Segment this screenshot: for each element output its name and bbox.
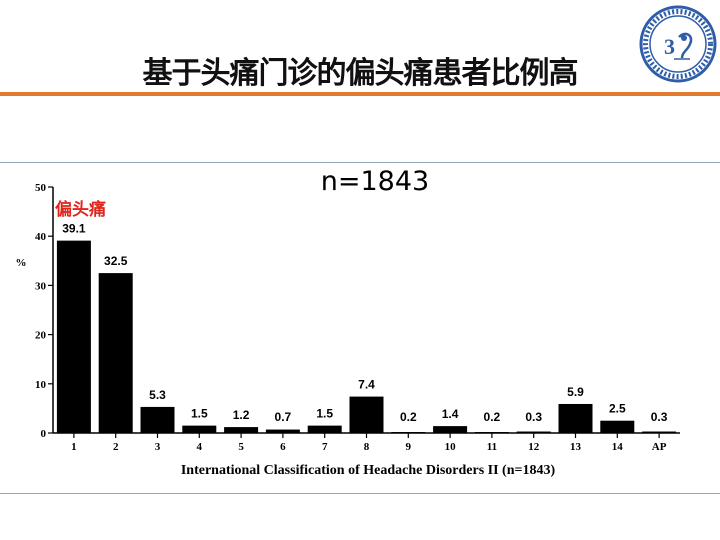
y-tick-label: 10 (35, 379, 47, 391)
data-label: 1.5 (316, 407, 333, 421)
bar (182, 425, 217, 433)
y-tick-label: 50 (35, 182, 47, 194)
data-label: 5.3 (149, 388, 166, 402)
bar (98, 273, 133, 433)
data-label: 0.3 (525, 410, 542, 424)
data-label: 39.1 (62, 222, 86, 236)
bar (265, 429, 300, 433)
bar (642, 431, 677, 433)
bar (558, 403, 593, 433)
data-label: 5.9 (567, 385, 584, 399)
y-tick-label: 0 (41, 428, 47, 440)
chart-title: n=1843 (320, 166, 430, 197)
bar (474, 432, 509, 433)
x-axis-title: International Classification of Headache… (181, 463, 556, 478)
society-seal-icon: 3 (639, 5, 717, 83)
x-tick-label: 10 (445, 441, 457, 453)
x-tick-label: 3 (155, 441, 161, 453)
data-label: 0.7 (275, 410, 292, 424)
migraine-annotation: 偏头痛 (55, 199, 106, 220)
bar (224, 427, 259, 433)
y-axis-label: % (16, 257, 27, 269)
x-tick-label: 6 (280, 441, 286, 453)
x-tick-label: 5 (238, 441, 244, 453)
data-label: 1.4 (442, 407, 459, 421)
x-tick-label: 8 (364, 441, 370, 453)
data-label: 7.4 (358, 378, 375, 392)
bar (56, 240, 91, 433)
x-tick-label: 4 (197, 441, 203, 453)
x-tick-label: 12 (528, 441, 540, 453)
data-label: 0.2 (400, 410, 417, 424)
x-tick-label: 1 (71, 441, 77, 453)
x-tick-label: 7 (322, 441, 328, 453)
data-label: 1.2 (233, 408, 250, 422)
bar (349, 396, 384, 433)
y-tick-label: 20 (35, 330, 47, 342)
x-tick-label: AP (652, 441, 667, 453)
data-label: 1.5 (191, 407, 208, 421)
x-tick-label: 13 (570, 441, 582, 453)
bar (600, 420, 635, 433)
y-tick-label: 40 (35, 231, 47, 243)
svg-text:3: 3 (664, 34, 675, 59)
x-tick-label: 14 (612, 441, 624, 453)
data-label: 0.2 (484, 410, 501, 424)
data-label: 32.5 (104, 254, 128, 268)
bar (433, 426, 468, 433)
y-tick-label: 30 (35, 280, 47, 292)
x-tick-label: 9 (406, 441, 412, 453)
bar (516, 431, 551, 433)
data-label: 2.5 (609, 402, 626, 416)
x-tick-label: 2 (113, 441, 119, 453)
bar (307, 425, 342, 433)
slide-title: 基于头痛门诊的偏头痛患者比例高 (142, 56, 579, 91)
title-divider (0, 92, 720, 96)
bar (391, 432, 426, 433)
data-label: 0.3 (651, 410, 668, 424)
x-tick-label: 11 (487, 441, 497, 453)
bar (140, 406, 175, 433)
